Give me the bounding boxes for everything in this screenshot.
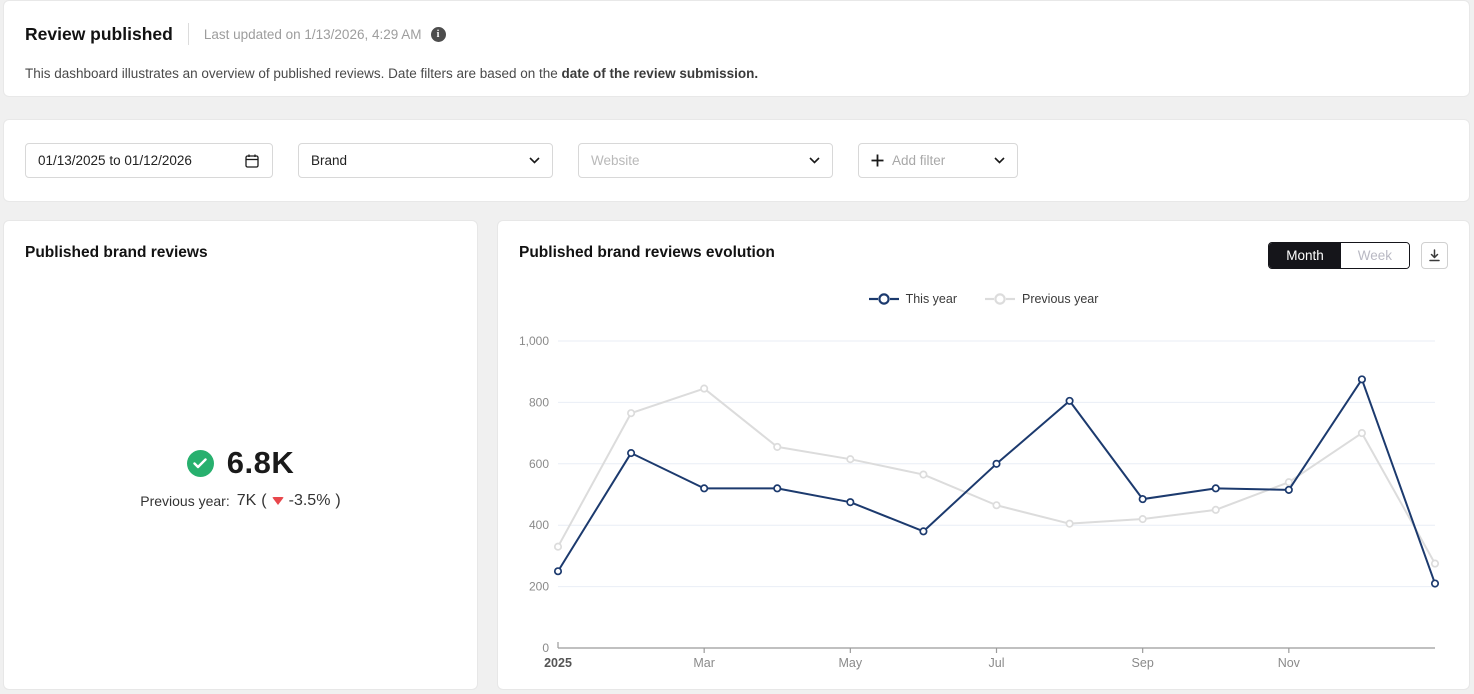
previous-year-label: Previous year: [140, 493, 230, 509]
previous-year-group: 7K ( -3.5% ) [237, 492, 341, 510]
svg-text:Nov: Nov [1278, 656, 1301, 670]
download-button[interactable] [1421, 242, 1448, 269]
reviews-evolution-card: 0 200 400 600 800 1,000 2025 Mar May Jul Sep Nov Pu… [497, 220, 1470, 690]
chevron-down-icon [529, 157, 540, 164]
legend-item-previous-year[interactable]: Previous year [984, 292, 1099, 306]
brand-filter-select[interactable]: Brand [298, 143, 553, 178]
description-bold-text: date of the review submission. [561, 66, 759, 81]
decrease-triangle-icon [271, 497, 284, 505]
svg-text:2025: 2025 [544, 656, 572, 670]
svg-text:Sep: Sep [1132, 656, 1154, 670]
website-filter-select[interactable]: Website [578, 143, 833, 178]
legend-label: This year [905, 292, 957, 306]
header-band: Review published Last updated on 1/13/20… [3, 0, 1470, 97]
period-toggle: Month Week [1268, 242, 1410, 269]
svg-text:May: May [839, 656, 863, 670]
svg-text:400: 400 [529, 518, 549, 532]
chart-legend: This year Previous year [498, 292, 1469, 306]
legend-item-this-year[interactable]: This year [868, 292, 957, 306]
legend-label: Previous year [1021, 292, 1099, 306]
paren-close: ) [335, 492, 341, 509]
previous-year-marker-icon [984, 293, 1015, 305]
info-icon[interactable]: i [430, 26, 446, 42]
svg-text:1,000: 1,000 [519, 334, 549, 348]
title-divider [187, 23, 189, 45]
date-range-input[interactable]: 01/13/2025 to 01/12/2026 [25, 143, 273, 178]
svg-text:800: 800 [529, 395, 549, 409]
chevron-down-icon [809, 157, 820, 164]
description-text: This dashboard illustrates an overview o… [25, 66, 562, 81]
svg-text:600: 600 [529, 457, 549, 471]
svg-text:Jul: Jul [989, 656, 1005, 670]
brand-filter-value: Brand [311, 153, 348, 168]
website-filter-placeholder: Website [591, 153, 640, 168]
change-percentage: -3.5% [288, 492, 331, 509]
add-filter-button[interactable]: Add filter [858, 143, 1018, 178]
add-filter-label: Add filter [892, 153, 946, 168]
check-circle-icon [186, 449, 214, 477]
calendar-icon [244, 153, 260, 169]
toggle-month-button[interactable]: Month [1269, 243, 1341, 268]
page-title: Review published [25, 23, 173, 44]
plus-icon [871, 154, 884, 167]
evolution-card-title: Published brand reviews evolution [519, 244, 775, 261]
summary-stat-block: 6.8K Previous year: 7K ( -3.5% ) [4, 445, 477, 510]
this-year-marker-icon [868, 293, 899, 305]
date-range-value: 01/13/2025 to 01/12/2026 [38, 153, 192, 168]
last-updated-text: Last updated on 1/13/2026, 4:29 AM [203, 26, 422, 42]
previous-year-value: 7K [236, 492, 257, 509]
paren-open: ( [261, 492, 267, 509]
summary-stat-row: 6.8K [186, 445, 295, 481]
chevron-down-icon [994, 157, 1005, 164]
dashboard-description: This dashboard illustrates an overview o… [25, 66, 758, 81]
evolution-line-chart: 0 200 400 600 800 1,000 2025 Mar May Jul Sep Nov [519, 334, 1440, 670]
published-brand-reviews-card: Published brand reviews 6.8K Previous ye… [3, 220, 478, 690]
toggle-week-button[interactable]: Week [1340, 243, 1409, 268]
svg-text:200: 200 [529, 580, 549, 594]
summary-value: 6.8K [226, 445, 295, 480]
header-title-row: Review published Last updated on 1/13/20… [25, 19, 446, 49]
summary-card-title: Published brand reviews [25, 244, 208, 261]
previous-year-row: Previous year: 7K ( -3.5% ) [140, 492, 341, 510]
svg-text:0: 0 [542, 641, 549, 655]
svg-text:Mar: Mar [693, 656, 715, 670]
download-icon [1427, 248, 1442, 263]
filter-band: 01/13/2025 to 01/12/2026 Brand Website [3, 119, 1470, 202]
